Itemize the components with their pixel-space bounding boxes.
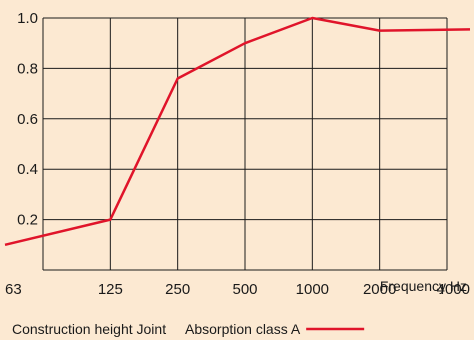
y-tick-label: 0.4 bbox=[17, 161, 38, 178]
x-tick-label: 2000 bbox=[363, 281, 396, 298]
x-tick-label: 63 bbox=[5, 281, 22, 298]
y-axis-ticks: 0.2 0.4 0.6 0.8 1.0 bbox=[17, 10, 38, 229]
y-tick-label: 0.6 bbox=[17, 111, 38, 128]
y-tick-label: 1.0 bbox=[17, 10, 38, 27]
x-tick-label: 1000 bbox=[296, 281, 329, 298]
x-tick-label: 4000 bbox=[437, 281, 470, 298]
y-tick-label: 0.8 bbox=[17, 60, 38, 77]
series-layer bbox=[4, 16, 471, 247]
y-tick-label: 0.2 bbox=[17, 212, 38, 229]
x-axis-label: Frequency Hz bbox=[380, 278, 467, 294]
x-tick-label: 500 bbox=[232, 281, 257, 298]
chart-grid bbox=[42, 17, 448, 271]
construction-note: Construction height Joint bbox=[12, 321, 166, 337]
series-line-absorption-class-a bbox=[4, 16, 471, 247]
x-tick-label: 250 bbox=[165, 281, 190, 298]
x-tick-label: 125 bbox=[98, 281, 123, 298]
x-axis-ticks: 63 125 250 500 1000 2000 4000 bbox=[5, 281, 470, 298]
legend-label: Absorption class A bbox=[185, 321, 301, 337]
